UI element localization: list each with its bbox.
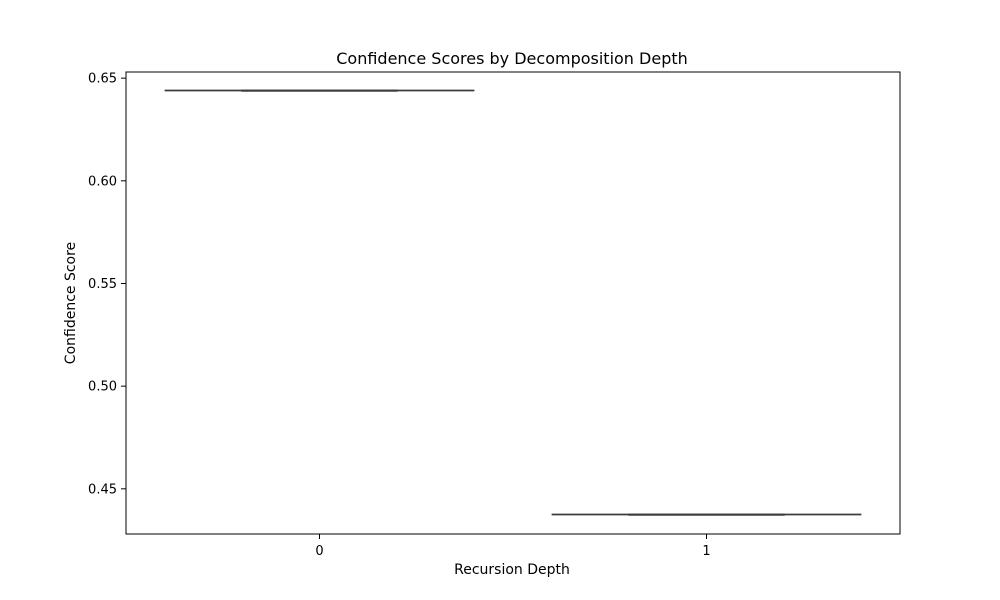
x-axis-title: Recursion Depth [454,562,570,578]
x-tick-label: 1 [702,544,710,559]
y-tick-label: 0.55 [88,277,117,292]
y-axis-title: Confidence Score [63,242,79,364]
box-0 [164,89,475,92]
plot-area-frame [125,71,901,535]
y-tick-label: 0.60 [88,174,117,189]
box-series [164,89,862,516]
y-tick-label: 0.50 [88,380,117,395]
y-tick-label: 0.65 [88,72,117,87]
chart-title: Confidence Scores by Decomposition Depth [336,49,688,68]
y-axis: 0.45 0.50 0.55 0.60 0.65 [88,72,126,497]
x-tick-label: 0 [315,544,323,559]
box-1 [551,513,862,516]
y-tick-label: 0.45 [88,482,117,497]
